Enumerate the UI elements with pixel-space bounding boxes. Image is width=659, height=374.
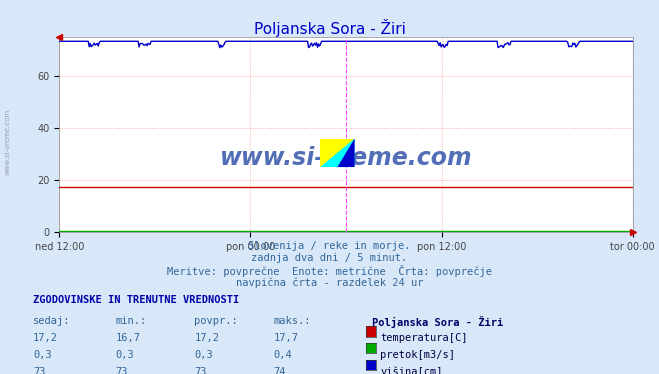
Text: 73: 73 (115, 367, 128, 374)
Text: 0,4: 0,4 (273, 350, 292, 360)
Text: maks.:: maks.: (273, 316, 311, 326)
Text: min.:: min.: (115, 316, 146, 326)
Text: www.si-vreme.com: www.si-vreme.com (5, 109, 11, 175)
Polygon shape (337, 138, 355, 167)
Text: Poljanska Sora - Žiri: Poljanska Sora - Žiri (254, 19, 405, 37)
Text: 17,2: 17,2 (33, 333, 58, 343)
Text: 73: 73 (194, 367, 207, 374)
Text: 16,7: 16,7 (115, 333, 140, 343)
Text: povpr.:: povpr.: (194, 316, 238, 326)
Text: Poljanska Sora - Žiri: Poljanska Sora - Žiri (372, 316, 503, 328)
Text: zadnja dva dni / 5 minut.: zadnja dva dni / 5 minut. (251, 253, 408, 263)
Text: Meritve: povprečne  Enote: metrične  Črta: povprečje: Meritve: povprečne Enote: metrične Črta:… (167, 265, 492, 277)
Polygon shape (320, 138, 355, 167)
Text: 0,3: 0,3 (33, 350, 51, 360)
Text: pretok[m3/s]: pretok[m3/s] (380, 350, 455, 360)
Text: 0,3: 0,3 (194, 350, 213, 360)
Text: ZGODOVINSKE IN TRENUTNE VREDNOSTI: ZGODOVINSKE IN TRENUTNE VREDNOSTI (33, 295, 239, 306)
Polygon shape (320, 138, 355, 167)
Text: 17,2: 17,2 (194, 333, 219, 343)
Text: 73: 73 (33, 367, 45, 374)
Text: temperatura[C]: temperatura[C] (380, 333, 468, 343)
Text: 0,3: 0,3 (115, 350, 134, 360)
Text: www.si-vreme.com: www.si-vreme.com (219, 146, 473, 170)
Text: 74: 74 (273, 367, 286, 374)
Text: 17,7: 17,7 (273, 333, 299, 343)
Text: navpična črta - razdelek 24 ur: navpična črta - razdelek 24 ur (236, 277, 423, 288)
Text: sedaj:: sedaj: (33, 316, 71, 326)
Text: Slovenija / reke in morje.: Slovenija / reke in morje. (248, 241, 411, 251)
Text: višina[cm]: višina[cm] (380, 367, 443, 374)
